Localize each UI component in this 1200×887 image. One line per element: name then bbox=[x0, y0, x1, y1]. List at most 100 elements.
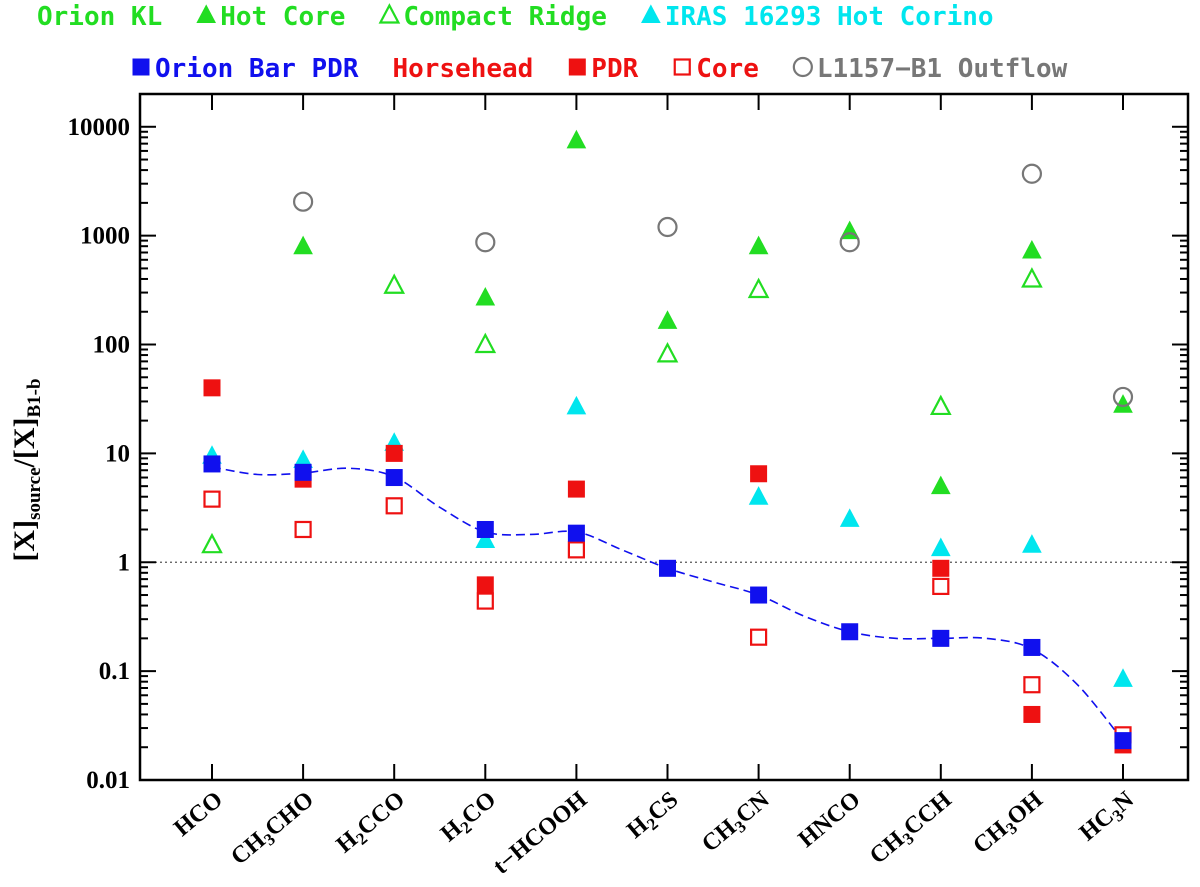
x-tick-label-ch3cch: CH3CCH bbox=[865, 786, 959, 871]
y-tick-label: 0.1 bbox=[99, 658, 130, 685]
data-point bbox=[749, 628, 768, 646]
data-point bbox=[656, 342, 679, 363]
plot-frame bbox=[138, 92, 1190, 782]
legend: Orion KL Hot Core Compact Ridge IRAS 16293 … bbox=[37, 2, 1068, 84]
legend-label: PDR bbox=[591, 54, 638, 84]
data-point bbox=[932, 559, 950, 577]
data-point bbox=[1023, 638, 1041, 656]
data-point bbox=[566, 129, 587, 149]
y-tick-label: 1000 bbox=[80, 223, 130, 250]
data-point bbox=[294, 463, 312, 481]
data-point bbox=[201, 532, 223, 554]
trend-line-orion-bar bbox=[211, 466, 1124, 742]
y-tick-label: 10 bbox=[105, 440, 130, 467]
data-point bbox=[475, 529, 496, 549]
legend-label: Core bbox=[696, 54, 759, 84]
data-point bbox=[748, 486, 769, 505]
x-tick-label-h2cco: H2CCO bbox=[332, 787, 412, 861]
data-point bbox=[747, 277, 770, 299]
legend-label: IRAS 16293 Hot Corino bbox=[665, 2, 994, 32]
y-axis-ticks: 0.01 0.1 1 10 100 1000 10000 bbox=[68, 93, 1188, 794]
x-tick-label-hnco: HNCO bbox=[794, 787, 866, 853]
legend-marker bbox=[673, 58, 691, 76]
legend-label: Hot Core bbox=[220, 2, 345, 32]
data-point bbox=[929, 394, 952, 416]
x-tick-label-thcooh: t−HCOOH bbox=[488, 786, 592, 879]
data-point bbox=[567, 480, 585, 498]
legend-label: L1157−B1 Outflow bbox=[817, 54, 1068, 84]
data-point bbox=[657, 216, 678, 238]
data-point bbox=[1021, 163, 1043, 184]
data-marks bbox=[201, 129, 1134, 754]
data-point bbox=[839, 508, 860, 527]
legend-marker bbox=[568, 58, 586, 76]
data-point bbox=[476, 592, 494, 610]
data-point bbox=[476, 520, 494, 538]
series-orion-kl-hot-core bbox=[293, 129, 1133, 495]
data-point bbox=[566, 395, 587, 415]
y-tick-label: 0.01 bbox=[86, 767, 130, 794]
data-point bbox=[930, 475, 951, 495]
data-point bbox=[567, 524, 585, 542]
data-point bbox=[1023, 676, 1041, 694]
x-tick-label-h2cs: H2CS bbox=[622, 787, 685, 846]
data-point bbox=[385, 469, 403, 487]
data-point bbox=[659, 559, 676, 577]
data-point bbox=[1114, 732, 1132, 750]
data-point bbox=[841, 623, 859, 641]
y-tick-label: 1 bbox=[118, 549, 131, 576]
series-orion-bar-pdr bbox=[203, 455, 1132, 750]
data-point bbox=[383, 273, 406, 294]
data-point bbox=[293, 191, 314, 212]
legend-marker bbox=[132, 58, 150, 76]
data-point bbox=[567, 541, 586, 559]
data-point bbox=[1021, 267, 1043, 288]
data-point bbox=[932, 629, 950, 647]
x-tick-label-ch3oh: CH3OH bbox=[968, 786, 1050, 861]
legend-marker bbox=[196, 4, 217, 23]
data-point bbox=[932, 577, 950, 596]
data-point bbox=[293, 235, 313, 255]
data-point bbox=[750, 465, 768, 483]
data-point bbox=[203, 455, 221, 473]
legend-label: Compact Ridge bbox=[403, 2, 607, 32]
data-point bbox=[385, 497, 403, 515]
x-tick-label-ch3cho: CH3CHO bbox=[226, 787, 321, 873]
data-point bbox=[1112, 386, 1134, 408]
series-iras-16293-hot-corino bbox=[202, 395, 1133, 687]
series-orion-kl-compact-ridge bbox=[201, 267, 1043, 554]
data-point bbox=[657, 310, 678, 329]
data-point bbox=[1022, 534, 1042, 553]
trend-line-group bbox=[211, 466, 1124, 742]
data-point bbox=[1023, 705, 1041, 723]
data-point bbox=[1113, 668, 1133, 687]
data-point bbox=[839, 232, 860, 253]
data-point bbox=[474, 332, 497, 354]
y-axis-label: [X]source/[X]B1-b bbox=[8, 378, 45, 561]
data-point bbox=[385, 444, 403, 462]
data-point bbox=[750, 586, 768, 604]
x-tick-label-hco: HCO bbox=[169, 787, 228, 842]
data-point bbox=[475, 286, 496, 306]
data-point bbox=[476, 576, 494, 594]
x-tick-label-hc3n: HC3N bbox=[1075, 786, 1142, 848]
legend-marker bbox=[792, 56, 813, 78]
legend-label: Orion KL bbox=[37, 2, 162, 32]
data-point bbox=[203, 490, 221, 508]
legend-marker bbox=[641, 4, 661, 23]
data-point bbox=[475, 232, 496, 253]
data-point bbox=[1022, 239, 1042, 259]
data-point bbox=[294, 520, 312, 539]
legend-label: Horsehead bbox=[392, 54, 533, 84]
plot-border bbox=[138, 92, 1190, 782]
x-tick-label-ch3cn: CH3CN bbox=[697, 786, 777, 860]
y-tick-label: 10000 bbox=[68, 114, 131, 141]
y-tick-label: 100 bbox=[93, 332, 131, 359]
data-point bbox=[203, 379, 221, 397]
data-point bbox=[748, 235, 769, 255]
series-l1157-b1-outflow bbox=[293, 163, 1134, 408]
series-horsehead-core bbox=[203, 490, 1132, 744]
legend-marker bbox=[378, 3, 401, 24]
series-horsehead-pdr bbox=[203, 379, 1132, 754]
